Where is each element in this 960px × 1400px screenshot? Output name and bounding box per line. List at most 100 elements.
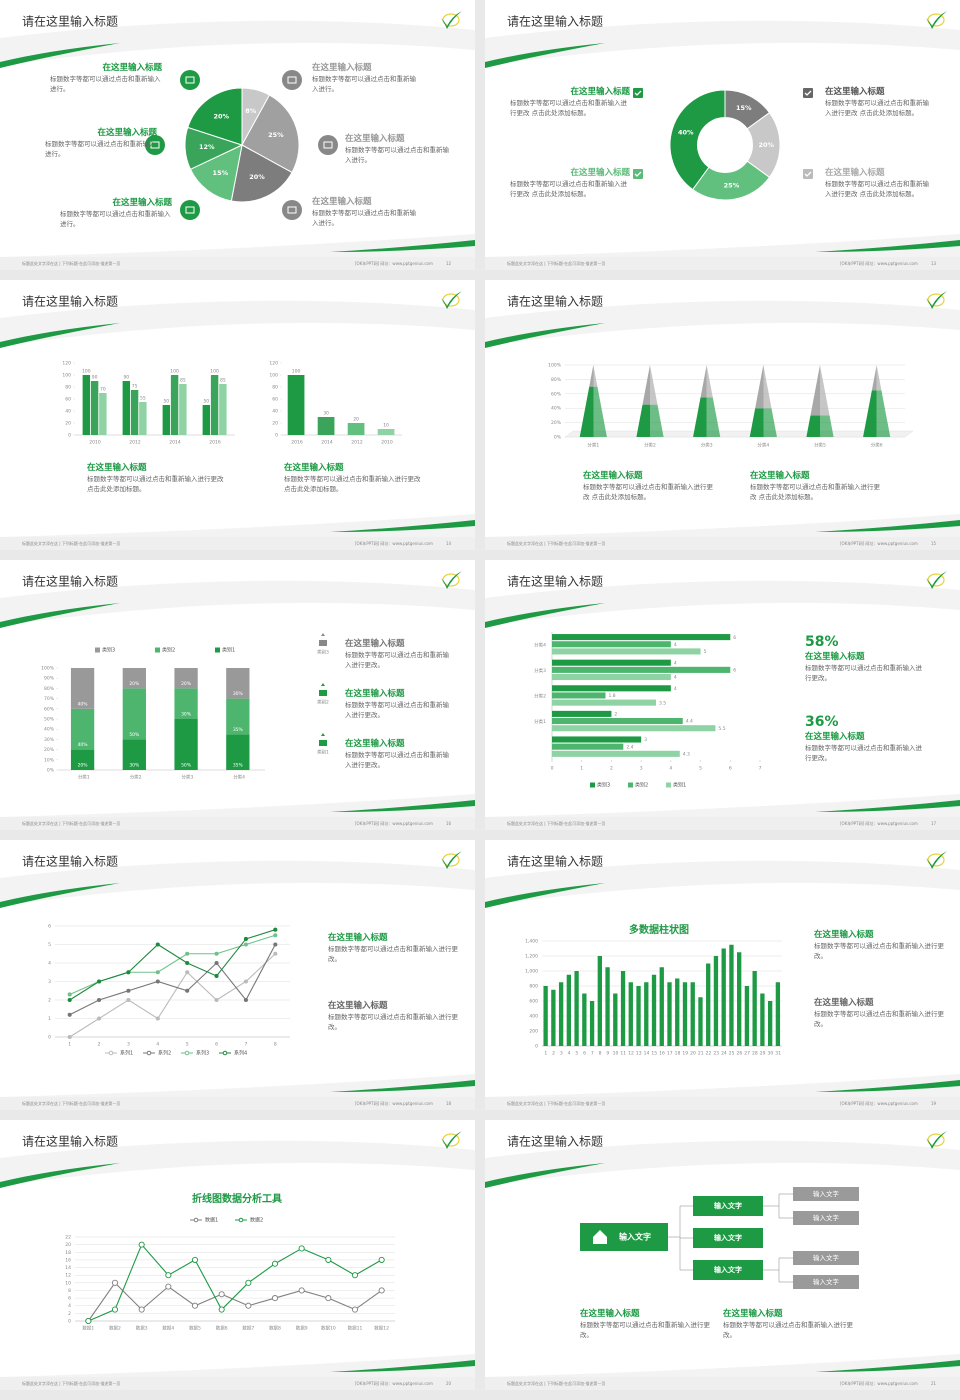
bar bbox=[552, 736, 642, 743]
point bbox=[298, 1245, 305, 1252]
y-tick-label: 800 bbox=[529, 984, 538, 990]
block-heading: 在这里输入标题 bbox=[570, 168, 630, 178]
x-tick-label: 28 bbox=[752, 1051, 758, 1057]
page-number: 19 bbox=[931, 1101, 937, 1106]
text-block: 在这里输入标题 标题数字等都可以通过点击和重新输入进行。 bbox=[312, 196, 422, 228]
block-body: 标题数字等都可以通过点击和重新输入进行。 bbox=[345, 146, 449, 164]
figure: 36% bbox=[805, 714, 839, 730]
legend-swatch bbox=[590, 782, 595, 788]
footer-accent bbox=[815, 1080, 960, 1092]
page-number: 15 bbox=[931, 541, 937, 546]
legend-marker bbox=[146, 1050, 152, 1056]
slice-label: 20% bbox=[249, 173, 265, 181]
point bbox=[97, 979, 102, 984]
block-heading: 在这里输入标题 bbox=[723, 1309, 783, 1319]
child-label: 输入文字 bbox=[714, 1201, 742, 1210]
text-block: 在这里输入标题 标题数字等都可以通过点击和重新输入进行更改 点击此处添加标题。 bbox=[87, 462, 227, 494]
footer-left: 标题此处文字添在这 | 下列标题·在此可添加·描述第一页 bbox=[22, 260, 120, 266]
value-label: 1.8 bbox=[608, 693, 615, 699]
block-body: 标题数字等都可以通过点击和重新输入进行更改 点击此处添加标题。 bbox=[510, 99, 627, 117]
point bbox=[378, 1256, 385, 1263]
value-label: 30% bbox=[129, 763, 140, 769]
x-tick-label: 数据9 bbox=[296, 1325, 308, 1332]
x-tick-label: 8 bbox=[274, 1042, 277, 1048]
bar bbox=[317, 417, 335, 435]
value-label: 100 bbox=[292, 369, 301, 375]
point bbox=[97, 997, 102, 1003]
footer-bar bbox=[0, 817, 475, 830]
block-heading: 在这里输入标题 bbox=[580, 1309, 640, 1319]
x-tick-label: 7 bbox=[591, 1051, 594, 1057]
logo-ring bbox=[927, 1133, 945, 1147]
pyramid-segment bbox=[700, 365, 713, 398]
point bbox=[126, 970, 131, 975]
slice-label: 12% bbox=[199, 143, 215, 151]
leaf-label: 输入文字 bbox=[813, 1253, 840, 1262]
point bbox=[67, 1012, 72, 1017]
block-heading: 在这里输入标题 bbox=[328, 1001, 388, 1011]
y-tick-label: 分类2 bbox=[534, 693, 546, 700]
y-tick-label: 20 bbox=[65, 421, 71, 427]
value-label: 4 bbox=[674, 686, 677, 692]
block-body: 标题数字等都可以通过点击和重新输入进行更改 点击此处添加标题。 bbox=[750, 483, 880, 501]
footer-band bbox=[0, 1354, 475, 1377]
point bbox=[245, 1302, 252, 1309]
legend-swatch bbox=[666, 782, 671, 788]
x-tick-label: 26 bbox=[737, 1051, 743, 1057]
y-tick-label: 20% bbox=[551, 420, 562, 426]
block-body: 标题数字等都可以通过点击和重新输入进行更改。 bbox=[345, 701, 449, 719]
value-label: 35% bbox=[233, 727, 244, 733]
checkbox bbox=[803, 88, 813, 98]
text-block: 在这里输入标题 标题数字等都可以通过点击和重新输入进行更改 点击此处添加标题。 bbox=[510, 167, 630, 199]
checkbox bbox=[803, 169, 813, 179]
logo-check bbox=[441, 571, 462, 589]
icon bbox=[319, 683, 327, 696]
point bbox=[185, 970, 190, 975]
point bbox=[271, 1295, 279, 1302]
x-tick-label: 14 bbox=[644, 1051, 650, 1057]
x-tick-label: 3 bbox=[127, 1042, 130, 1048]
legend-label: 系列2 bbox=[158, 1050, 171, 1057]
value-label: 30% bbox=[181, 712, 192, 718]
block-body: 标题数字等都可以通过点击和重新输入进行更改。 bbox=[345, 651, 449, 669]
logo-check bbox=[926, 1131, 947, 1149]
x-tick-label: 6 bbox=[215, 1042, 218, 1048]
footer-band bbox=[485, 234, 960, 257]
point bbox=[214, 997, 219, 1003]
y-tick-label: 120 bbox=[62, 361, 71, 367]
point bbox=[138, 1306, 145, 1313]
bar bbox=[644, 982, 649, 1046]
x-tick-label: 2 bbox=[98, 1042, 101, 1048]
point bbox=[273, 933, 278, 938]
footer-right: [OK年PPT网] 网址：www.pptgenius.com bbox=[355, 260, 433, 266]
value-label: 75 bbox=[132, 384, 138, 390]
y-tick-label: 40% bbox=[551, 406, 562, 412]
slide-title: 请在这里输入标题 bbox=[22, 14, 118, 29]
bar bbox=[737, 952, 742, 1046]
point bbox=[191, 1256, 199, 1263]
block-heading: 在这里输入标题 bbox=[312, 63, 372, 73]
block-heading: 在这里输入标题 bbox=[102, 63, 162, 73]
point bbox=[165, 1272, 172, 1279]
bar bbox=[690, 982, 695, 1046]
footer-left: 标题此处文字添在这 | 下列标题·在此可添加·描述第一页 bbox=[507, 540, 605, 546]
block-body: 标题数字等都可以通过点击和重新输入进行更改。 bbox=[814, 1010, 944, 1028]
logo-check bbox=[926, 11, 947, 29]
header-band bbox=[0, 1140, 475, 1186]
x-tick-label: 20 bbox=[690, 1051, 696, 1057]
x-tick-label: 10 bbox=[613, 1051, 619, 1057]
block-heading: 在这里输入标题 bbox=[345, 639, 405, 649]
x-tick-label: 数据4 bbox=[162, 1325, 174, 1332]
point bbox=[245, 1279, 252, 1286]
y-tick-label: 100 bbox=[62, 373, 71, 379]
x-tick-label: 1 bbox=[68, 1042, 71, 1048]
legend-label: 类别1 bbox=[222, 647, 235, 654]
series-line bbox=[69, 929, 276, 1001]
x-tick-label: 4 bbox=[669, 766, 672, 772]
footer-accent bbox=[815, 240, 960, 252]
bar bbox=[202, 405, 211, 435]
